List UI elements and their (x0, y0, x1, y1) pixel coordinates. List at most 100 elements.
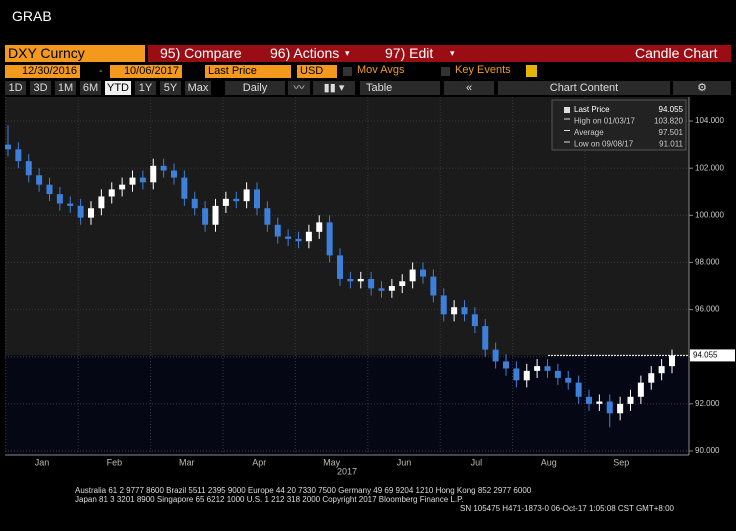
candle-tool[interactable]: ▮▮ ▾ (313, 81, 355, 95)
legend-box (551, 99, 687, 151)
candle-body (503, 361, 509, 369)
line-tool[interactable]: 〰 (288, 81, 310, 95)
candle-body (15, 149, 22, 162)
key-events[interactable]: Key Events (455, 64, 511, 76)
candle-body (98, 196, 105, 209)
window-title: GRAB (12, 8, 52, 24)
menu-bar (148, 45, 731, 62)
candle-body (119, 184, 126, 190)
period-button[interactable]: 1Y (135, 81, 156, 95)
candle-body (575, 382, 582, 397)
candle-body (264, 208, 271, 225)
x-tick-label: Jun (397, 457, 412, 467)
candle-body (295, 238, 302, 242)
candle-body (627, 396, 634, 404)
candle-body (648, 373, 655, 383)
candle-body (357, 278, 364, 282)
candle-body (534, 366, 541, 371)
candle-body (254, 189, 260, 209)
settings-button[interactable]: ⚙ (673, 81, 731, 95)
candle-body (139, 177, 146, 183)
candle-body (544, 366, 551, 371)
candle-body (108, 189, 115, 197)
edit-menu[interactable]: 97) Edit (385, 45, 434, 61)
table-button[interactable]: Table (360, 81, 440, 95)
dropdown-arrow: ▾ (450, 48, 455, 58)
candle-body (451, 307, 458, 315)
candle-body (586, 396, 592, 404)
candle-body (36, 175, 43, 185)
security-field[interactable]: DXY Curncy (5, 45, 145, 62)
start-date[interactable]: 12/30/2016 (5, 65, 80, 78)
field-select[interactable]: Last Price (205, 65, 291, 78)
candle-body (5, 144, 11, 150)
candle-body (399, 281, 406, 287)
frequency-select[interactable]: Daily (225, 81, 285, 95)
candle-body (285, 236, 292, 239)
candle-body (565, 377, 572, 383)
date-separator: - (99, 65, 103, 77)
x-tick-label: Mar (179, 457, 195, 467)
candle-body (243, 189, 250, 202)
period-button[interactable]: YTD (105, 81, 131, 95)
chart-content-button[interactable]: Chart Content (498, 81, 670, 95)
mov-avgs[interactable]: Mov Avgs (357, 64, 405, 76)
legend-swatch (564, 141, 570, 143)
candle-body (77, 205, 84, 218)
end-date[interactable]: 10/06/2017 (110, 65, 182, 78)
x-tick-label: Aug (541, 457, 557, 467)
candle-body (637, 382, 644, 397)
candle-body (88, 208, 94, 218)
period-button[interactable]: 1D (5, 81, 26, 95)
y-tick-label: 92.000 (695, 399, 720, 408)
candle-body (471, 314, 478, 327)
period-button[interactable]: Max (185, 81, 211, 95)
legend-value: 103.820 (654, 117, 683, 126)
period-button[interactable]: 6M (80, 81, 101, 95)
candle-body (513, 368, 520, 381)
candle-body (617, 403, 624, 414)
y-tick-label: 98.000 (695, 258, 720, 267)
x-tick-label: Feb (107, 457, 123, 467)
candle-body (596, 401, 603, 404)
legend-value: 91.011 (659, 140, 683, 149)
legend-swatch (564, 107, 570, 113)
candle-body (160, 165, 167, 171)
candle-body (388, 286, 395, 291)
candle-body (46, 184, 53, 195)
period-button[interactable]: 3D (30, 81, 51, 95)
candle-body (305, 231, 312, 242)
candle-body (440, 295, 447, 315)
candle-body (326, 222, 333, 256)
candle-body (378, 288, 385, 291)
candle-body (554, 370, 561, 378)
y-tick-label: 104.000 (695, 116, 724, 125)
candle-body (129, 177, 136, 185)
compare-menu[interactable]: 95) Compare (160, 45, 242, 61)
last-price-label: 94.055 (693, 351, 718, 360)
candle-body (67, 203, 74, 206)
candle-body (658, 366, 665, 374)
candle-body (347, 278, 354, 282)
candle-body (461, 307, 468, 315)
info-icon[interactable] (526, 65, 537, 77)
candle-body (274, 224, 281, 237)
x-tick-label: Apr (252, 457, 266, 467)
currency-select[interactable]: USD (297, 65, 337, 78)
period-button[interactable]: 5Y (160, 81, 181, 95)
period-button[interactable]: 1M (55, 81, 76, 95)
checkbox[interactable] (343, 67, 352, 76)
legend-label: Average (574, 128, 604, 137)
footer-line: Japan 81 3 3201 8900 Singapore 65 6212 1… (75, 495, 464, 504)
x-tick-label: Sep (613, 457, 629, 467)
chart-kind: Candle Chart (635, 45, 718, 61)
legend-value: 94.055 (659, 105, 684, 114)
last-price-box (690, 349, 735, 362)
collapse-button[interactable]: « (444, 81, 494, 95)
actions-menu[interactable]: 96) Actions (270, 45, 340, 61)
checkbox[interactable] (441, 67, 450, 76)
candle-body (222, 198, 229, 206)
candle-body (492, 349, 499, 362)
candle-body (409, 269, 416, 282)
